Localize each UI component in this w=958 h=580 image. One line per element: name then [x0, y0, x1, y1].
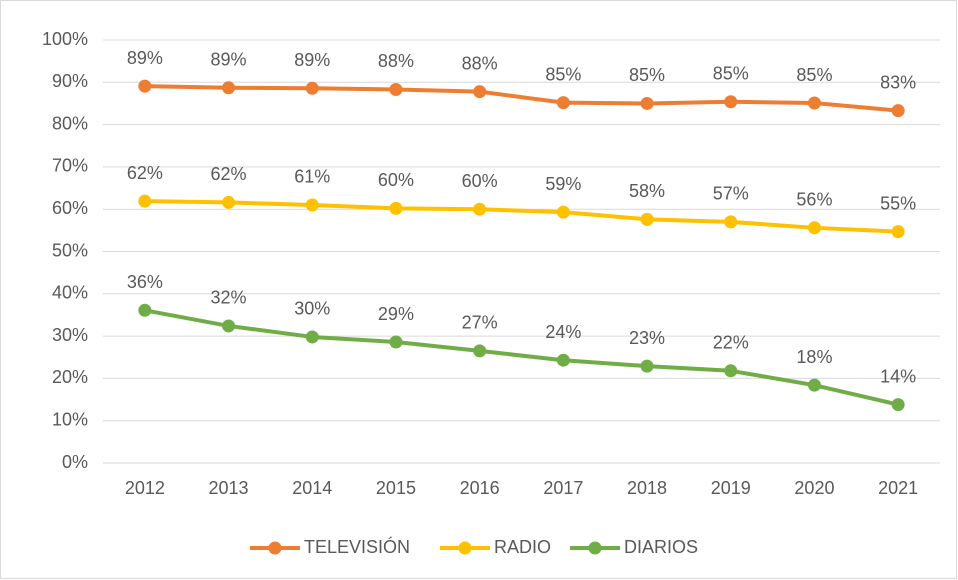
point [305, 198, 319, 212]
value-label: 85% [713, 64, 749, 84]
value-label: 85% [796, 65, 832, 85]
point [138, 79, 152, 93]
point [724, 215, 738, 229]
legend-label: DIARIOS [624, 537, 698, 557]
point [807, 96, 821, 110]
value-label: 14% [880, 366, 916, 386]
x-tick-label: 2019 [711, 478, 751, 498]
value-label: 89% [211, 50, 247, 70]
legend-marker [458, 541, 472, 555]
point [640, 96, 654, 110]
series-line [144, 308, 899, 407]
point [222, 319, 236, 333]
x-tick-label: 2015 [376, 478, 416, 498]
value-label: 85% [629, 65, 665, 85]
value-label: 89% [127, 48, 163, 68]
point [891, 225, 905, 239]
point [807, 221, 821, 235]
point [556, 353, 570, 367]
point [305, 330, 319, 344]
value-label: 59% [545, 174, 581, 194]
point [556, 96, 570, 110]
y-tick-label: 50% [52, 240, 88, 260]
y-tick-label: 0% [62, 452, 88, 472]
legend-marker [268, 541, 282, 555]
point [138, 194, 152, 208]
value-label: 85% [545, 64, 581, 84]
point [891, 398, 905, 412]
value-label: 88% [462, 53, 498, 73]
point [389, 201, 403, 215]
point [640, 212, 654, 226]
point [724, 364, 738, 378]
value-label: 24% [545, 322, 581, 342]
x-tick-label: 2018 [627, 478, 667, 498]
value-label: 29% [378, 304, 414, 324]
y-tick-label: 10% [52, 409, 88, 429]
value-label: 22% [713, 333, 749, 353]
point [640, 359, 654, 373]
series-line [144, 199, 899, 234]
value-label: 58% [629, 181, 665, 201]
point [389, 82, 403, 96]
legend-marker [588, 541, 602, 555]
point [473, 85, 487, 99]
x-tick-label: 2016 [460, 478, 500, 498]
y-tick-label: 30% [52, 325, 88, 345]
point [138, 303, 152, 317]
value-label: 55% [880, 193, 916, 213]
y-tick-label: 70% [52, 156, 88, 176]
value-label: 23% [629, 328, 665, 348]
value-label: 60% [462, 171, 498, 191]
value-label: 27% [462, 313, 498, 333]
x-tick-label: 2017 [543, 478, 583, 498]
point [305, 81, 319, 95]
legend-label: RADIO [494, 537, 551, 557]
point [724, 95, 738, 109]
x-tick-label: 2020 [794, 478, 834, 498]
value-label: 57% [713, 184, 749, 204]
value-label: 32% [211, 288, 247, 308]
point [807, 378, 821, 392]
value-label: 56% [796, 190, 832, 210]
value-label: 61% [294, 167, 330, 187]
y-tick-label: 90% [52, 71, 88, 91]
x-tick-label: 2021 [878, 478, 918, 498]
value-label: 18% [796, 347, 832, 367]
y-tick-label: 40% [52, 283, 88, 303]
value-label: 88% [378, 51, 414, 71]
point [473, 344, 487, 358]
series-line [144, 84, 899, 113]
legend-label: TELEVISIÓN [304, 536, 410, 557]
value-label: 36% [127, 272, 163, 292]
value-label: 30% [294, 299, 330, 319]
point [222, 195, 236, 209]
value-label: 60% [378, 170, 414, 190]
y-tick-label: 60% [52, 198, 88, 218]
value-label: 83% [880, 72, 916, 92]
point [473, 202, 487, 216]
value-label: 89% [294, 50, 330, 70]
value-label: 62% [127, 163, 163, 183]
point [222, 81, 236, 95]
point [891, 104, 905, 118]
value-label: 62% [211, 164, 247, 184]
point [389, 335, 403, 349]
x-tick-label: 2012 [125, 478, 165, 498]
point [556, 205, 570, 219]
y-tick-label: 100% [42, 29, 88, 49]
x-tick-label: 2013 [209, 478, 249, 498]
y-tick-label: 20% [52, 367, 88, 387]
y-tick-label: 80% [52, 113, 88, 133]
x-tick-label: 2014 [292, 478, 332, 498]
